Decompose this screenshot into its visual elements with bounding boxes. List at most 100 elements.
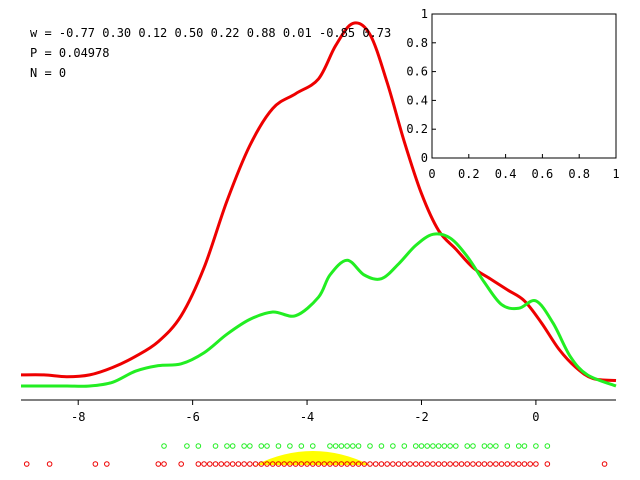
probability-label: P = 0.04978 — [30, 46, 110, 60]
red-marker — [515, 461, 522, 467]
red-marker — [372, 461, 379, 467]
red-marker — [527, 461, 533, 467]
red-marker — [510, 461, 516, 467]
green-marker — [247, 443, 253, 449]
red-marker — [287, 461, 293, 467]
red-marker — [498, 461, 505, 467]
inset-y-tick-label: 0.6 — [406, 65, 428, 79]
green-density-line — [21, 232, 617, 388]
red-marker — [275, 461, 282, 467]
green-marker — [287, 443, 293, 449]
red-marker — [544, 461, 551, 467]
red-marker — [355, 461, 362, 467]
red-marker — [504, 461, 511, 467]
red-marker — [252, 461, 259, 467]
red-marker — [418, 461, 425, 467]
red-marker — [247, 461, 253, 467]
red-density-line — [20, 21, 617, 382]
inset-x-tick-label: 0.2 — [458, 167, 480, 181]
inset-x-tick-label: 0 — [428, 167, 435, 181]
green-marker — [264, 443, 270, 449]
red-marker — [229, 461, 236, 467]
density-curves — [20, 21, 617, 388]
inset-y-tick-label: 0.2 — [406, 122, 428, 136]
inset-y-tick-label: 0.8 — [406, 36, 428, 50]
red-marker — [92, 461, 99, 467]
green-rug-markers — [161, 443, 551, 449]
green-marker — [275, 443, 282, 449]
green-marker — [418, 443, 425, 449]
green-marker — [533, 443, 539, 449]
inset-y-tick-label: 0 — [421, 151, 428, 165]
inset-y-tick-label: 0.4 — [406, 93, 428, 107]
red-marker — [424, 461, 431, 467]
red-marker — [327, 461, 333, 467]
red-marker — [178, 461, 184, 467]
red-marker — [441, 461, 448, 467]
red-marker — [395, 461, 402, 467]
red-marker — [344, 461, 350, 467]
red-marker — [46, 461, 53, 467]
green-marker — [184, 443, 190, 449]
red-marker — [315, 461, 322, 467]
red-marker — [338, 461, 345, 467]
red-marker — [521, 461, 528, 467]
green-marker — [544, 443, 551, 449]
green-marker — [161, 443, 167, 449]
red-marker — [493, 461, 499, 467]
green-marker — [453, 443, 459, 449]
red-marker — [241, 461, 247, 467]
inset-x-tick-label: 1 — [612, 167, 619, 181]
green-marker — [332, 443, 339, 449]
red-marker — [390, 461, 396, 467]
green-marker — [487, 443, 493, 449]
red-marker — [487, 461, 493, 467]
red-marker — [281, 461, 287, 467]
green-marker — [229, 443, 236, 449]
x-tick-label: -4 — [300, 410, 314, 424]
red-marker — [430, 461, 436, 467]
green-marker — [447, 443, 453, 449]
x-tick-label: 0 — [532, 410, 539, 424]
red-marker — [481, 461, 488, 467]
green-marker — [350, 443, 356, 449]
green-marker — [355, 443, 362, 449]
inset-x-tick-label: 0.6 — [532, 167, 554, 181]
green-marker — [338, 443, 345, 449]
red-marker — [218, 461, 225, 467]
red-marker — [453, 461, 459, 467]
red-marker — [264, 461, 270, 467]
green-marker — [367, 443, 373, 449]
green-marker — [298, 443, 305, 449]
red-marker — [298, 461, 305, 467]
red-marker — [361, 461, 368, 467]
green-marker — [493, 443, 499, 449]
red-marker — [304, 461, 310, 467]
green-marker — [390, 443, 396, 449]
red-marker — [206, 461, 213, 467]
red-marker — [412, 461, 419, 467]
green-marker — [430, 443, 436, 449]
red-marker — [407, 461, 413, 467]
x-tick-label: -2 — [414, 410, 428, 424]
green-marker — [441, 443, 448, 449]
red-marker — [475, 461, 482, 467]
red-marker — [533, 461, 539, 467]
red-marker — [321, 461, 328, 467]
red-marker — [258, 461, 265, 467]
green-marker — [224, 443, 230, 449]
red-marker — [155, 461, 162, 467]
red-marker — [384, 461, 390, 467]
red-marker — [309, 461, 316, 467]
red-marker — [269, 461, 276, 467]
green-marker — [470, 443, 476, 449]
count-label: N = 0 — [30, 66, 67, 80]
red-marker — [601, 461, 608, 467]
highlight-band — [255, 451, 370, 465]
green-marker — [212, 443, 219, 449]
red-marker — [332, 461, 339, 467]
red-marker — [470, 461, 476, 467]
red-marker — [464, 461, 471, 467]
main-x-axis: -8 -6 -4 -2 0 — [71, 400, 540, 424]
